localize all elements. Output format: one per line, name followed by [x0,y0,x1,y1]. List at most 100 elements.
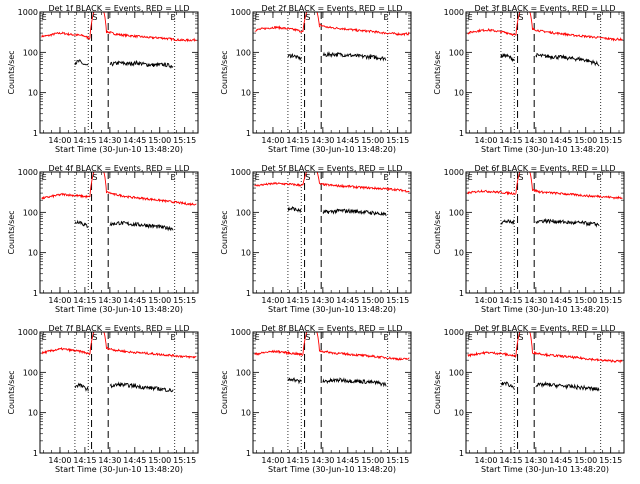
y-tick-label: 100 [449,48,464,57]
events-series-line [500,53,515,63]
events-series-line [322,377,387,388]
marker-e-right: E [597,173,602,182]
y-axis-label: Counts/sec [433,50,442,94]
chart-title: Det 7f BLACK = Events, RED = LLD [48,324,189,333]
y-tick-label: 1 [33,129,38,138]
lld-series-line [106,30,197,43]
y-tick-label: 100 [449,208,464,217]
x-tick-label: 14:30 [524,296,547,305]
x-tick-label: 15:00 [361,296,384,305]
y-tick-label: 1 [33,289,38,298]
x-tick-label: 14:45 [123,296,146,305]
y-tick-label: 10 [454,249,464,258]
marker-e-right: E [597,333,602,342]
y-tick-label: 10 [28,249,38,258]
x-tick-label: 14:30 [311,456,334,465]
marker-e-right: E [171,173,176,182]
x-tick-label: 14:15 [499,136,522,145]
x-tick-label: 15:00 [148,136,171,145]
x-axis-label: Start Time (30-Jun-10 13:48:20) [481,465,609,474]
x-tick-label: 14:30 [98,296,121,305]
lld-series-line [103,171,107,194]
events-series-line [322,208,387,217]
x-tick-label: 14:00 [261,136,284,145]
chart-title: Det 2f BLACK = Events, RED = LLD [261,4,402,13]
y-tick-label: 1000 [18,8,38,17]
chart-panel-8: Det 8f BLACK = Events, RED = LLD 1 10 100 10… [220,324,412,474]
x-tick-label: 14:45 [336,296,359,305]
marker-e-left: E [255,13,260,22]
chart-title: Det 4f BLACK = Events, RED = LLD [48,164,189,173]
y-tick-label: 1 [246,289,251,298]
x-tick-label: 14:15 [499,456,522,465]
y-tick-label: 1000 [231,8,251,17]
plot-frame [252,171,412,294]
y-tick-label: 10 [241,249,251,258]
y-tick-label: 10 [241,409,251,418]
y-tick-label: 1000 [444,168,464,177]
y-axis-label: Counts/sec [220,210,229,254]
x-tick-label: 14:45 [336,136,359,145]
x-axis-label: Start Time (30-Jun-10 13:48:20) [268,465,396,474]
lld-series-line [467,350,517,359]
events-series-line [109,59,174,69]
x-tick-label: 15:00 [148,296,171,305]
x-axis-label: Start Time (30-Jun-10 13:48:20) [55,465,183,474]
marker-e-left: E [42,333,47,342]
chart-title: Det 1f BLACK = Events, RED = LLD [48,4,189,13]
x-axis-label: Start Time (30-Jun-10 13:48:20) [481,305,609,314]
lld-series-line [467,189,517,196]
y-tick-label: 10 [241,89,251,98]
chart-panel-4: Det 4f BLACK = Events, RED = LLD 1 10 100 10… [7,164,199,314]
x-tick-label: 14:45 [549,296,572,305]
x-axis-label: Start Time (30-Jun-10 13:48:20) [268,305,396,314]
chart-panel-6: Det 6f BLACK = Events, RED = LLD 1 10 100 10… [433,164,625,314]
y-tick-label: 1000 [231,168,251,177]
y-axis-label: Counts/sec [433,210,442,254]
plot-frame [465,331,625,454]
chart-panel-5: Det 5f BLACK = Events, RED = LLD 1 10 100 10… [220,164,412,314]
lld-series-line [254,25,304,34]
lld-series-line [106,191,197,207]
lld-series-line [41,31,91,40]
marker-e-right: E [171,333,176,342]
x-tick-label: 14:30 [311,296,334,305]
x-tick-label: 14:00 [474,296,497,305]
y-tick-label: 1000 [231,328,251,337]
plot-frame [252,331,412,454]
x-tick-label: 15:15 [173,136,196,145]
marker-e-left: E [468,333,473,342]
y-tick-label: 1 [246,129,251,138]
marker-e-left: E [468,173,473,182]
x-tick-label: 15:15 [599,456,622,465]
y-tick-label: 1 [33,449,38,458]
events-series-line [322,51,387,62]
lld-series-line [106,346,197,360]
plot-frame [39,331,199,454]
y-tick-label: 100 [23,48,38,57]
y-tick-label: 100 [236,208,251,217]
x-tick-label: 14:00 [48,456,71,465]
x-tick-label: 14:45 [123,456,146,465]
x-tick-label: 14:15 [73,456,96,465]
y-tick-label: 1 [246,449,251,458]
x-tick-label: 15:15 [173,296,196,305]
chart-panel-7: Det 7f BLACK = Events, RED = LLD 1 10 100 10… [7,324,199,474]
x-axis-label: Start Time (30-Jun-10 13:48:20) [481,145,609,154]
y-tick-label: 100 [23,368,38,377]
y-tick-label: 10 [454,409,464,418]
chart-title: Det 5f BLACK = Events, RED = LLD [261,164,402,173]
y-tick-label: 1000 [444,328,464,337]
x-axis-label: Start Time (30-Jun-10 13:48:20) [268,145,396,154]
lld-series-line [532,27,623,42]
marker-e-right: E [384,13,389,22]
marker-s: S [305,333,310,342]
marker-e-left: E [468,13,473,22]
marker-s: S [305,173,310,182]
lld-series-line [103,331,107,349]
lld-series-line [319,349,410,361]
x-tick-label: 14:00 [261,296,284,305]
lld-series-line [467,27,516,37]
plot-frame [39,11,199,134]
